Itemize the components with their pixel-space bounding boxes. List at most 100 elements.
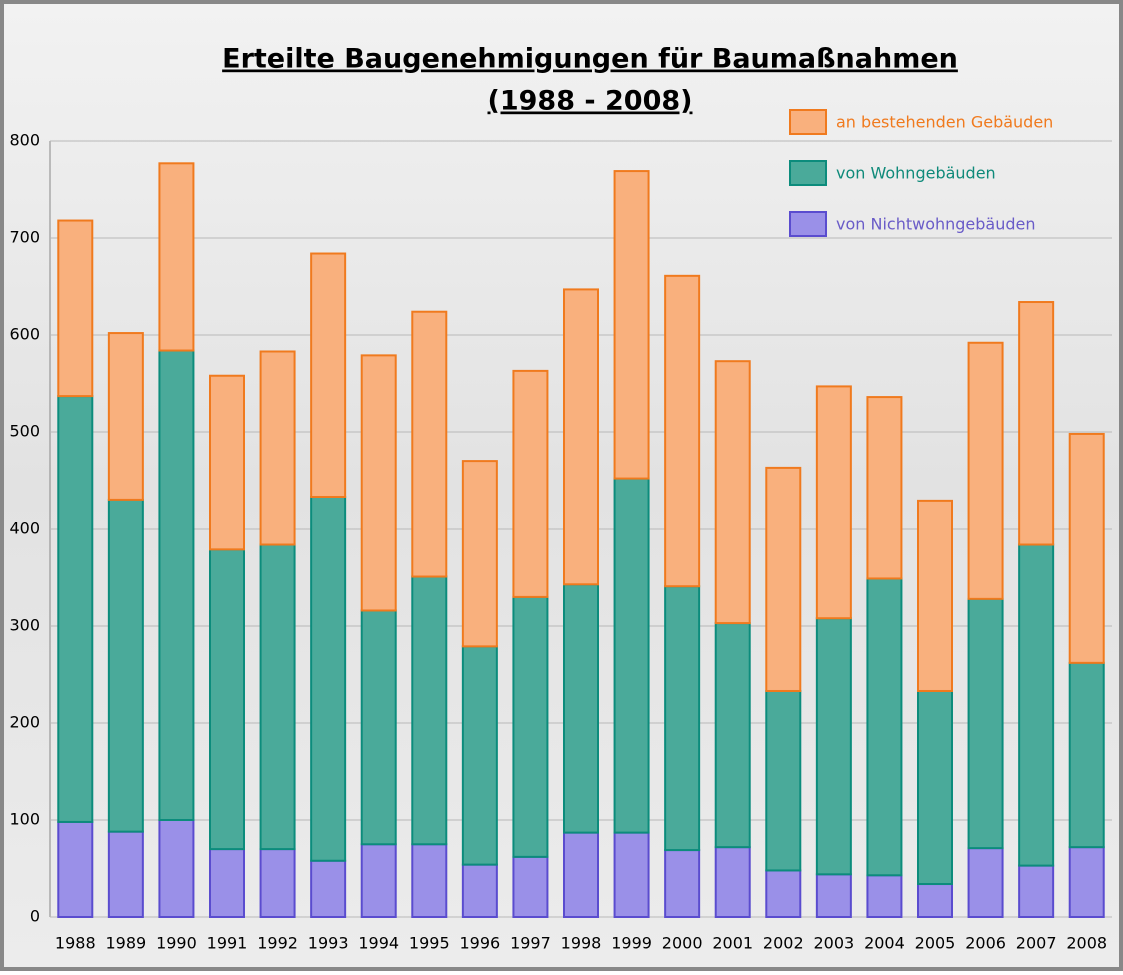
bar-segment bbox=[564, 833, 598, 917]
x-tick-label: 2005 bbox=[915, 934, 956, 953]
bar-segment bbox=[817, 386, 851, 618]
bar-segment bbox=[1019, 302, 1053, 545]
x-tick-label: 1999 bbox=[611, 934, 652, 953]
bar-segment bbox=[412, 844, 446, 917]
bar-segment bbox=[969, 848, 1003, 917]
bar-segment bbox=[665, 586, 699, 850]
x-tick-label: 1993 bbox=[308, 934, 349, 953]
legend-label: von Nichtwohngebäuden bbox=[836, 215, 1036, 234]
bar-segment bbox=[311, 861, 345, 917]
bar-segment bbox=[362, 610, 396, 844]
x-tick-label: 2008 bbox=[1066, 934, 1107, 953]
y-tick-label: 100 bbox=[9, 810, 40, 829]
bar-segment bbox=[412, 312, 446, 577]
legend-swatch bbox=[790, 161, 826, 185]
bar-segment bbox=[918, 691, 952, 884]
bar-segment bbox=[58, 396, 92, 822]
bar-segment bbox=[463, 865, 497, 917]
y-tick-label: 300 bbox=[9, 616, 40, 635]
bar-segment bbox=[463, 646, 497, 864]
bar-segment bbox=[564, 584, 598, 832]
bar-segment bbox=[311, 254, 345, 497]
bar-segment bbox=[766, 468, 800, 691]
bar-segment bbox=[513, 597, 547, 857]
x-tick-label: 2007 bbox=[1016, 934, 1057, 953]
bar-segment bbox=[513, 857, 547, 917]
bar-segment bbox=[665, 850, 699, 917]
bar-segment bbox=[261, 351, 295, 544]
y-tick-label: 500 bbox=[9, 422, 40, 441]
x-tick-label: 2006 bbox=[965, 934, 1006, 953]
chart-subtitle: (1988 - 2008) bbox=[488, 86, 693, 117]
bar-segment bbox=[564, 289, 598, 584]
x-tick-label: 2002 bbox=[763, 934, 804, 953]
x-tick-label: 1996 bbox=[459, 934, 500, 953]
bar-segment bbox=[109, 333, 143, 500]
x-tick-label: 1988 bbox=[55, 934, 96, 953]
bar-segment bbox=[362, 355, 396, 610]
chart-title: Erteilte Baugenehmigungen für Baumaßnahm… bbox=[222, 44, 958, 75]
bar-segment bbox=[716, 361, 750, 623]
bar-segment bbox=[58, 822, 92, 917]
x-tick-label: 1998 bbox=[561, 934, 602, 953]
bar-segment bbox=[1019, 866, 1053, 917]
x-tick-label: 1994 bbox=[358, 934, 399, 953]
bar-segment bbox=[210, 549, 244, 849]
x-tick-label: 1991 bbox=[207, 934, 248, 953]
legend-label: an bestehenden Gebäuden bbox=[836, 113, 1053, 132]
bar-segment bbox=[210, 849, 244, 917]
x-tick-label: 2000 bbox=[662, 934, 703, 953]
bar-segment bbox=[1070, 847, 1104, 917]
bar-segment bbox=[817, 618, 851, 874]
bar-segment bbox=[109, 832, 143, 917]
bar-segment bbox=[766, 691, 800, 870]
bar-segment bbox=[615, 833, 649, 917]
bar-segment bbox=[615, 171, 649, 478]
bar-segment bbox=[311, 497, 345, 861]
bar-segment bbox=[1019, 545, 1053, 866]
x-tick-label: 1995 bbox=[409, 934, 450, 953]
bar-segment bbox=[615, 479, 649, 833]
bar-segment bbox=[513, 371, 547, 597]
y-tick-label: 400 bbox=[9, 519, 40, 538]
y-tick-label: 700 bbox=[9, 228, 40, 247]
bar-segment bbox=[1070, 663, 1104, 847]
y-tick-label: 600 bbox=[9, 325, 40, 344]
x-tick-label: 1990 bbox=[156, 934, 197, 953]
bar-segment bbox=[159, 820, 193, 917]
legend-label: von Wohngebäuden bbox=[836, 164, 996, 183]
bar-segment bbox=[412, 577, 446, 845]
bar-segment bbox=[210, 376, 244, 550]
bar-segment bbox=[463, 461, 497, 646]
bar-segment bbox=[918, 501, 952, 691]
bar-segment bbox=[867, 397, 901, 578]
y-tick-label: 0 bbox=[30, 907, 40, 926]
x-tick-label: 1989 bbox=[105, 934, 146, 953]
x-tick-label: 1997 bbox=[510, 934, 551, 953]
chart: Erteilte Baugenehmigungen für Baumaßnahm… bbox=[0, 0, 1123, 971]
bar-segment bbox=[362, 844, 396, 917]
y-tick-label: 200 bbox=[9, 713, 40, 732]
bar-segment bbox=[716, 847, 750, 917]
bar-segment bbox=[109, 500, 143, 832]
legend-swatch bbox=[790, 110, 826, 134]
x-tick-label: 2004 bbox=[864, 934, 905, 953]
bar-segment bbox=[867, 875, 901, 917]
bar-segment bbox=[766, 870, 800, 917]
x-tick-label: 2001 bbox=[712, 934, 753, 953]
bar-segment bbox=[867, 578, 901, 875]
bar-segment bbox=[159, 351, 193, 820]
x-tick-label: 1992 bbox=[257, 934, 298, 953]
bar-segment bbox=[159, 163, 193, 350]
bar-segment bbox=[665, 276, 699, 586]
bar-segment bbox=[969, 599, 1003, 848]
bar-segment bbox=[716, 623, 750, 847]
bar-segment bbox=[58, 221, 92, 397]
bar-segment bbox=[817, 874, 851, 917]
x-tick-label: 2003 bbox=[813, 934, 854, 953]
bar-segment bbox=[969, 343, 1003, 599]
bar-segment bbox=[261, 545, 295, 850]
bar-segment bbox=[918, 884, 952, 917]
y-tick-label: 800 bbox=[9, 131, 40, 150]
bar-segment bbox=[1070, 434, 1104, 663]
